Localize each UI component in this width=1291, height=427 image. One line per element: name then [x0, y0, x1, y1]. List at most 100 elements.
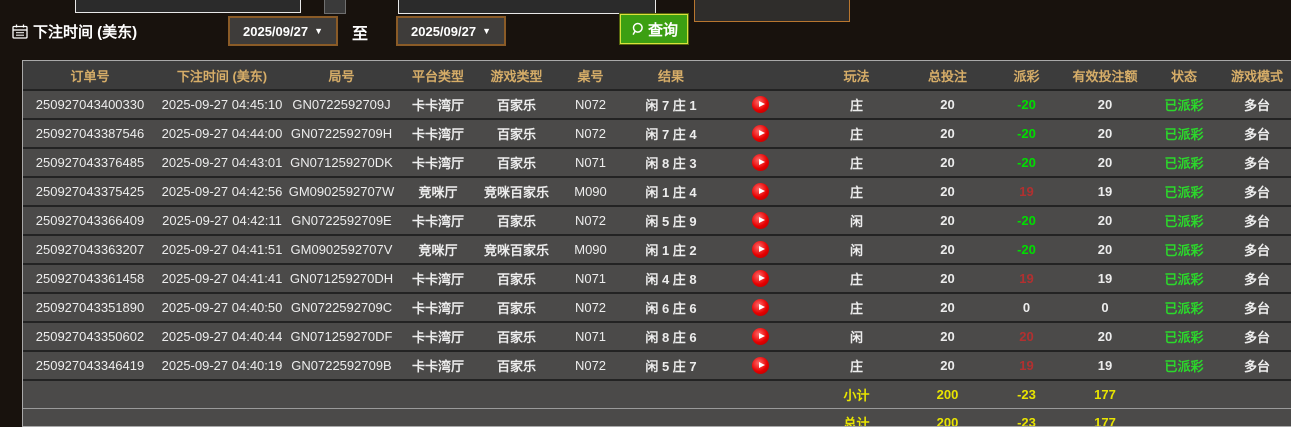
game-type: 竞咪百家乐 [480, 177, 553, 207]
subtotal-row-empty-cell [23, 380, 157, 409]
col-header-total-bet: 总投注 [906, 61, 989, 91]
replay-play-icon[interactable] [752, 154, 769, 172]
play-method: 闲 [807, 322, 906, 352]
payout: 20 [989, 322, 1064, 352]
bet-time: 2025-09-27 04:41:41 [157, 264, 287, 294]
payout: -20 [989, 206, 1064, 236]
status: 已派彩 [1146, 351, 1222, 381]
col-header-play-method: 玩法 [807, 61, 906, 91]
col-header-replay-cell [714, 61, 807, 91]
grand-total-row-empty-cell [287, 408, 396, 426]
replay-play-icon[interactable] [752, 241, 769, 259]
order-id: 250927043346419 [23, 351, 157, 381]
replay-play-icon[interactable] [752, 328, 769, 346]
chevron-down-icon: ▼ [482, 25, 491, 36]
payout: 19 [989, 264, 1064, 294]
replay-play-icon[interactable] [752, 96, 769, 114]
subtotal-row-empty-cell [396, 380, 480, 409]
records-table-grid: 订单号 下注时间 (美东) 局号 平台类型 游戏类型 桌号 结果 玩法 总投注 派彩 有效投注额 状态… [23, 61, 1291, 426]
subtotal-row-payout: -23 [989, 380, 1064, 409]
order-id: 250927043400330 [23, 90, 157, 120]
table-row: 250927043346419 2025-09-27 04:40:19 GN0722… [23, 351, 1291, 381]
order-id: 250927043351890 [23, 293, 157, 323]
replay-play-icon[interactable] [752, 299, 769, 317]
status: 已派彩 [1146, 177, 1222, 207]
cropped-text-input[interactable] [75, 0, 301, 13]
col-header-result: 结果 [628, 61, 714, 91]
game-type: 百家乐 [480, 351, 553, 381]
records-table: 订单号 下注时间 (美东) 局号 平台类型 游戏类型 桌号 结果 玩法 总投注 派彩 有效投注额 状态… [22, 60, 1291, 427]
game-mode: 多台 [1222, 177, 1291, 207]
replay-play-icon[interactable] [752, 183, 769, 201]
table-row: 250927043363207 2025-09-27 04:41:51 GM0902… [23, 235, 1291, 265]
table-number: N072 [553, 293, 628, 323]
col-header-platform-type: 平台类型 [396, 61, 480, 91]
game-type: 百家乐 [480, 119, 553, 149]
bet-time: 2025-09-27 04:45:10 [157, 90, 287, 120]
cropped-dropdown[interactable] [694, 0, 850, 22]
total-bet: 20 [906, 322, 989, 352]
platform-type: 卡卡湾厅 [396, 322, 480, 352]
game-type: 百家乐 [480, 322, 553, 352]
status: 已派彩 [1146, 90, 1222, 120]
status: 已派彩 [1146, 322, 1222, 352]
replay-play-icon[interactable] [752, 357, 769, 375]
replay-cell [714, 119, 807, 149]
replay-play-icon[interactable] [752, 125, 769, 143]
table-header-row: 订单号 下注时间 (美东) 局号 平台类型 游戏类型 桌号 结果 玩法 总投注 派彩 有效投注额 状态… [23, 61, 1291, 91]
valid-bet: 20 [1064, 206, 1146, 236]
play-method: 庄 [807, 119, 906, 149]
col-header-game-mode: 游戏模式 [1222, 61, 1291, 91]
valid-bet: 20 [1064, 90, 1146, 120]
status: 已派彩 [1146, 264, 1222, 294]
game-mode: 多台 [1222, 264, 1291, 294]
chevron-down-icon: ▼ [314, 25, 323, 36]
date-to-select[interactable]: 2025/09/27 ▼ [396, 16, 506, 46]
grand-total-row-label: 总计 [807, 408, 906, 426]
total-bet: 20 [906, 293, 989, 323]
to-label: 至 [352, 26, 369, 43]
play-method: 闲 [807, 206, 906, 236]
grand-total-row-empty-cell [714, 408, 807, 426]
play-method: 庄 [807, 351, 906, 381]
replay-play-icon[interactable] [752, 212, 769, 230]
cropped-text-input-2[interactable] [398, 0, 656, 14]
date-from-select[interactable]: 2025/09/27 ▼ [228, 16, 338, 46]
grand-total-row-valid_bet: 177 [1064, 408, 1146, 426]
calendar-icon [12, 24, 28, 39]
game-mode: 多台 [1222, 351, 1291, 381]
col-header-table-number: 桌号 [553, 61, 628, 91]
cropped-small-button[interactable] [324, 0, 346, 14]
query-button[interactable]: 查询 [618, 13, 690, 45]
game-type: 百家乐 [480, 206, 553, 236]
bet-time: 2025-09-27 04:42:11 [157, 206, 287, 236]
valid-bet: 20 [1064, 235, 1146, 265]
game-mode: 多台 [1222, 119, 1291, 149]
round-id: GN0722592709H [287, 119, 396, 149]
table-number: N072 [553, 351, 628, 381]
round-id: GM0902592707V [287, 235, 396, 265]
subtotal-row-valid_bet: 177 [1064, 380, 1146, 409]
date-to-value: 2025/09/27 [411, 23, 477, 39]
game-mode: 多台 [1222, 322, 1291, 352]
subtotal-row: 小计 200 -23 177 [23, 380, 1291, 409]
replay-cell [714, 293, 807, 323]
game-type: 百家乐 [480, 264, 553, 294]
bet-time: 2025-09-27 04:40:19 [157, 351, 287, 381]
grand-total-row-empty-cell [553, 408, 628, 426]
platform-type: 卡卡湾厅 [396, 119, 480, 149]
order-id: 250927043361458 [23, 264, 157, 294]
table-row: 250927043350602 2025-09-27 04:40:44 GN0712… [23, 322, 1291, 352]
table-row: 250927043375425 2025-09-27 04:42:56 GM0902… [23, 177, 1291, 207]
round-id: GN0722592709E [287, 206, 396, 236]
status: 已派彩 [1146, 119, 1222, 149]
replay-play-icon[interactable] [752, 270, 769, 288]
grand-total-row-empty-cell [157, 408, 287, 426]
grand-total-row-empty-cell [628, 408, 714, 426]
game-type: 百家乐 [480, 293, 553, 323]
bet-time: 2025-09-27 04:41:51 [157, 235, 287, 265]
col-header-valid-bet: 有效投注额 [1064, 61, 1146, 91]
table-row: 250927043366409 2025-09-27 04:42:11 GN0722… [23, 206, 1291, 236]
platform-type: 卡卡湾厅 [396, 351, 480, 381]
